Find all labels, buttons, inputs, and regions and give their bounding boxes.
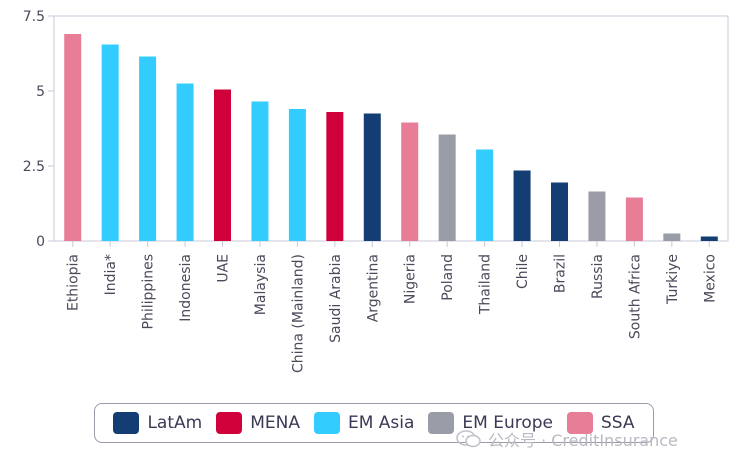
legend-label: LatAm	[147, 413, 203, 433]
x-tick-label: Nigeria	[403, 254, 419, 304]
x-tick-label: Saudi Arabia	[328, 254, 344, 343]
x-tick-label: India*	[103, 254, 119, 295]
x-tick-label: Turkiye	[665, 254, 681, 305]
y-axis: 0 2.5 5 7.5	[23, 9, 729, 250]
bar	[438, 134, 456, 241]
bar	[214, 89, 231, 241]
legend-label: EM Asia	[347, 413, 415, 433]
legend-item: MENA	[216, 412, 300, 434]
bar	[251, 101, 269, 241]
bar	[476, 149, 494, 241]
bar	[700, 236, 718, 241]
y-tick-label: 2.5	[23, 159, 45, 175]
watermark-text: 公众号 · CreditInsurance	[488, 431, 678, 450]
x-tick-label: Indonesia	[178, 254, 194, 322]
x-tick-label: Poland	[440, 254, 456, 301]
legend-label: MENA	[250, 413, 300, 433]
bars	[64, 34, 718, 241]
legend-item: SSA	[567, 412, 635, 434]
bar	[326, 112, 344, 241]
legend-swatch	[216, 412, 243, 434]
x-tick-label: Argentina	[365, 254, 381, 322]
watermark: 公众号 · CreditInsurance	[456, 428, 678, 450]
legend-item: EM Europe	[428, 412, 553, 434]
x-tick-label: Russia	[590, 254, 606, 299]
bar	[625, 197, 643, 241]
bar	[401, 122, 419, 241]
bar	[176, 83, 194, 241]
bar	[551, 182, 568, 241]
x-axis: Ethiopia India* Philippines Indonesia UAE Mal…	[66, 241, 718, 373]
y-tick-label: 7.5	[23, 9, 45, 25]
x-tick-label: Brazil	[553, 254, 569, 293]
x-tick-label: South Africa	[627, 254, 643, 339]
legend-label: SSA	[601, 413, 635, 433]
bar	[513, 170, 531, 241]
x-tick-label: Chile	[515, 254, 531, 289]
x-tick-label: UAE	[216, 254, 232, 283]
legend-swatch	[567, 412, 594, 434]
bar	[101, 44, 119, 241]
x-tick-label: China (Mainland)	[290, 254, 306, 373]
legend-swatch	[313, 412, 340, 434]
legend-swatch	[113, 412, 140, 434]
plot-frame	[53, 15, 729, 242]
bar	[288, 109, 306, 241]
legend-item: LatAm	[113, 412, 202, 434]
x-tick-label: Thailand	[478, 254, 494, 315]
legend-item: EM Asia	[313, 412, 415, 434]
bar	[588, 191, 606, 241]
bar	[363, 113, 381, 241]
legend: LatAm MENA EM Asia EM Europe SSA	[94, 403, 654, 443]
legend-label: EM Europe	[462, 413, 554, 433]
y-tick-label: 0	[36, 234, 45, 250]
x-tick-label: Malaysia	[253, 254, 269, 315]
x-tick-label: Ethiopia	[66, 254, 82, 311]
bar	[663, 233, 681, 241]
legend-swatch	[428, 412, 455, 434]
bar	[139, 56, 157, 241]
x-tick-label: Philippines	[141, 254, 157, 329]
x-tick-label: Mexico	[702, 254, 718, 303]
bar	[64, 34, 82, 241]
wechat-icon	[456, 430, 481, 448]
y-tick-label: 5	[36, 84, 45, 100]
